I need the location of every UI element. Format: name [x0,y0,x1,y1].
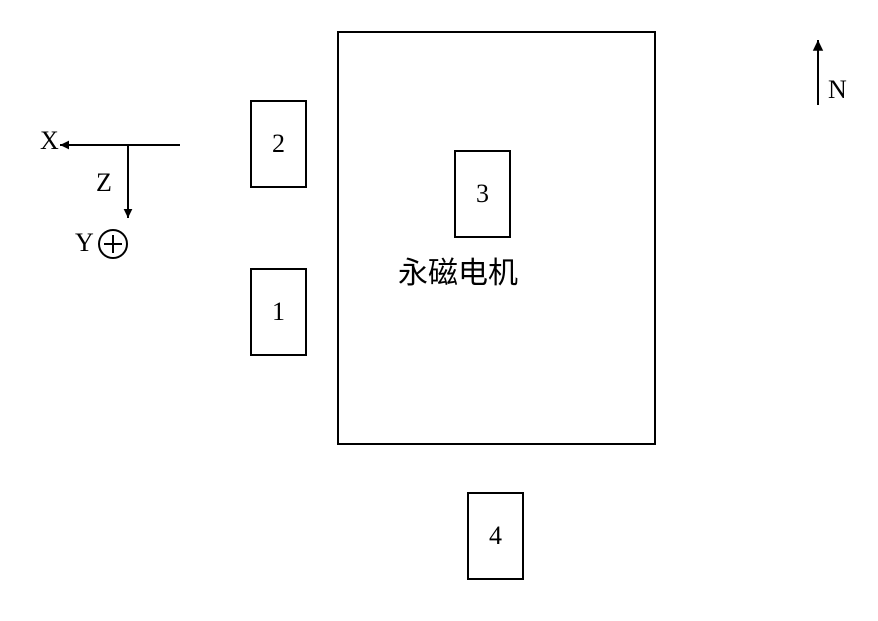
box-2-label: 2 [272,129,285,159]
box-4-label: 4 [489,521,502,551]
y-axis-label: Y [75,228,94,258]
box-1-label: 1 [272,297,285,327]
z-axis-arrow [114,131,142,232]
box-3: 3 [454,150,511,238]
box-3-label: 3 [476,179,489,209]
z-axis-label: Z [96,168,112,198]
y-axis-marker [95,226,131,262]
box-1: 1 [250,268,307,356]
motor-block [337,31,656,445]
box-4: 4 [467,492,524,580]
north-arrow [802,24,834,121]
motor-block-label: 永磁电机 [398,248,518,292]
diagram-stage: 永磁电机 X Z Y N 1 2 3 4 [0,0,878,621]
x-axis-label: X [40,126,59,156]
north-label: N [828,75,847,105]
box-2: 2 [250,100,307,188]
